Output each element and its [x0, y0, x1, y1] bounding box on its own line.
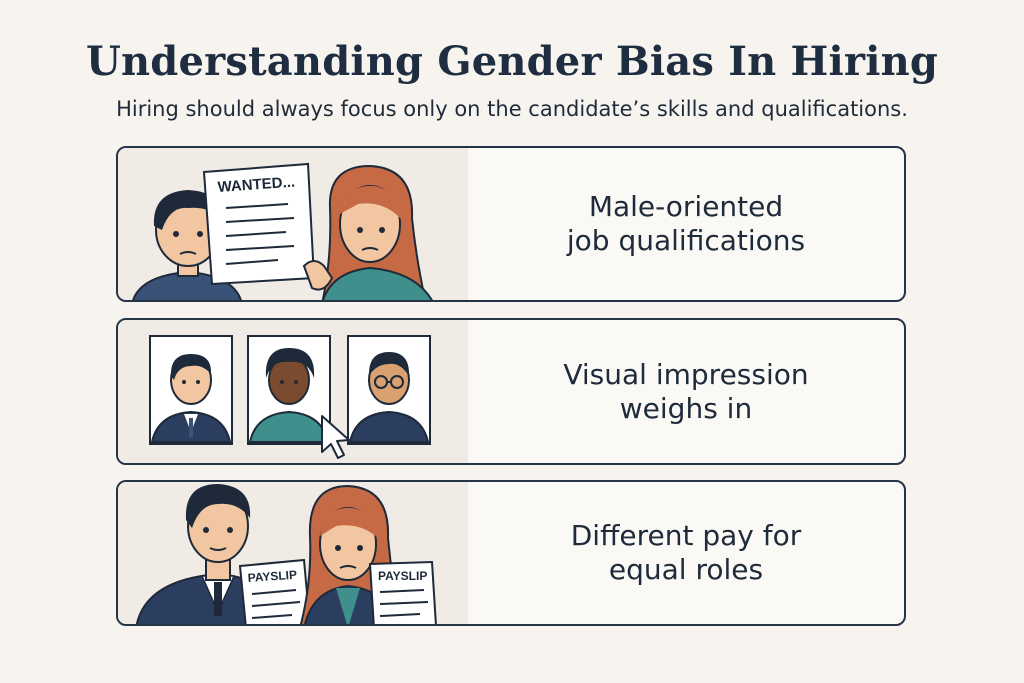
candidate-photo-icon — [347, 335, 431, 445]
card-label: Male-oriented job qualifications — [468, 148, 904, 300]
card-label-line2: weighs in — [619, 391, 753, 425]
card-label-line1: Different pay for — [570, 519, 802, 552]
card-label-line1: Male-oriented — [588, 190, 784, 223]
payslip-icon: PAYSLIP — [368, 560, 437, 624]
card-label-line2: equal roles — [608, 553, 764, 586]
page-title: Understanding Gender Bias In Hiring — [85, 38, 939, 85]
candidate-photo-icon — [149, 335, 233, 445]
payslip-text: PAYSLIP — [378, 569, 427, 583]
candidate-photo-icon — [247, 335, 331, 445]
card-label: Different pay for equal roles — [468, 482, 904, 624]
woman-icon — [302, 164, 433, 300]
page-subtitle: Hiring should always focus only on the c… — [116, 97, 908, 121]
card-male-oriented-qualifications: WANTED... Male-oriented — [116, 146, 906, 302]
card-label-line2: job qualifications — [566, 224, 806, 257]
card-different-pay: PAYSLIP PAYSLIP — [116, 480, 906, 626]
wanted-sign-text: WANTED... — [217, 174, 295, 196]
card-visual-impression: Visual impression weighs in — [116, 318, 906, 465]
card-label: Visual impression weighs in — [468, 320, 904, 463]
card-illustration: PAYSLIP PAYSLIP — [118, 482, 468, 624]
card-illustration: WANTED... — [118, 148, 468, 300]
card-label-line1: Visual impression — [563, 357, 809, 391]
job-posting-icon: WANTED... — [202, 162, 316, 286]
mouse-cursor-icon — [321, 415, 350, 459]
card-illustration — [118, 320, 468, 463]
payslip-text: PAYSLIP — [247, 568, 297, 585]
payslip-icon: PAYSLIP — [238, 558, 311, 624]
